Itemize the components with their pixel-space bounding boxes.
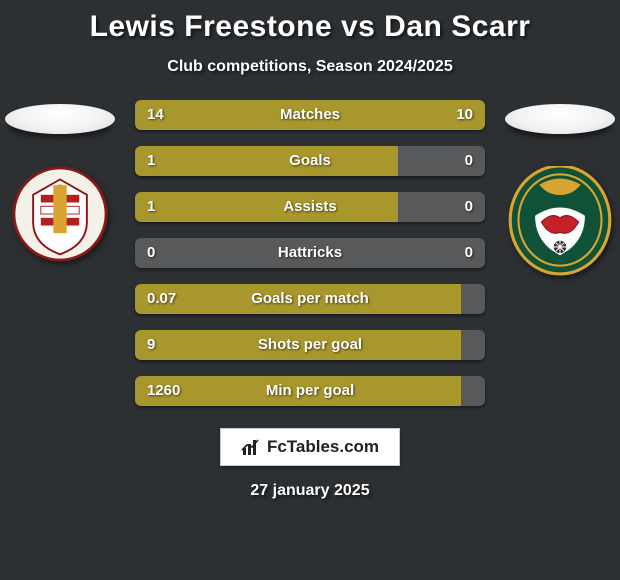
stat-bar: 10Assists [135,192,485,222]
stat-label: Goals per match [135,284,485,314]
team-right-crest-icon [508,166,612,276]
stat-bar: 1260Min per goal [135,376,485,406]
page-title: Lewis Freestone vs Dan Scarr [0,0,620,44]
content-area: 1410Matches 10Goals 10Assists 00Hattricks 0.… [0,100,620,406]
stat-bar: 9Shots per goal [135,330,485,360]
team-left-column [0,100,120,262]
stat-bar: 00Hattricks [135,238,485,268]
team-right-column [500,100,620,276]
team-right-platform [505,104,615,134]
stat-bar: 10Goals [135,146,485,176]
stat-bar: 1410Matches [135,100,485,130]
stat-label: Assists [135,192,485,222]
stat-bar: 0.07Goals per match [135,284,485,314]
subtitle: Club competitions, Season 2024/2025 [0,58,620,76]
stat-label: Matches [135,100,485,130]
brand-chart-icon [241,437,261,457]
comparison-infographic: Lewis Freestone vs Dan Scarr Club compet… [0,0,620,580]
date-text: 27 january 2025 [0,482,620,500]
team-left-crest-icon [12,166,108,262]
brand-name: FcTables.com [267,437,379,457]
stat-label: Goals [135,146,485,176]
stat-label: Hattricks [135,238,485,268]
comparison-bars: 1410Matches 10Goals 10Assists 00Hattricks 0.… [135,100,485,406]
stat-label: Shots per goal [135,330,485,360]
brand-badge: FcTables.com [220,428,400,466]
stat-label: Min per goal [135,376,485,406]
team-left-platform [5,104,115,134]
